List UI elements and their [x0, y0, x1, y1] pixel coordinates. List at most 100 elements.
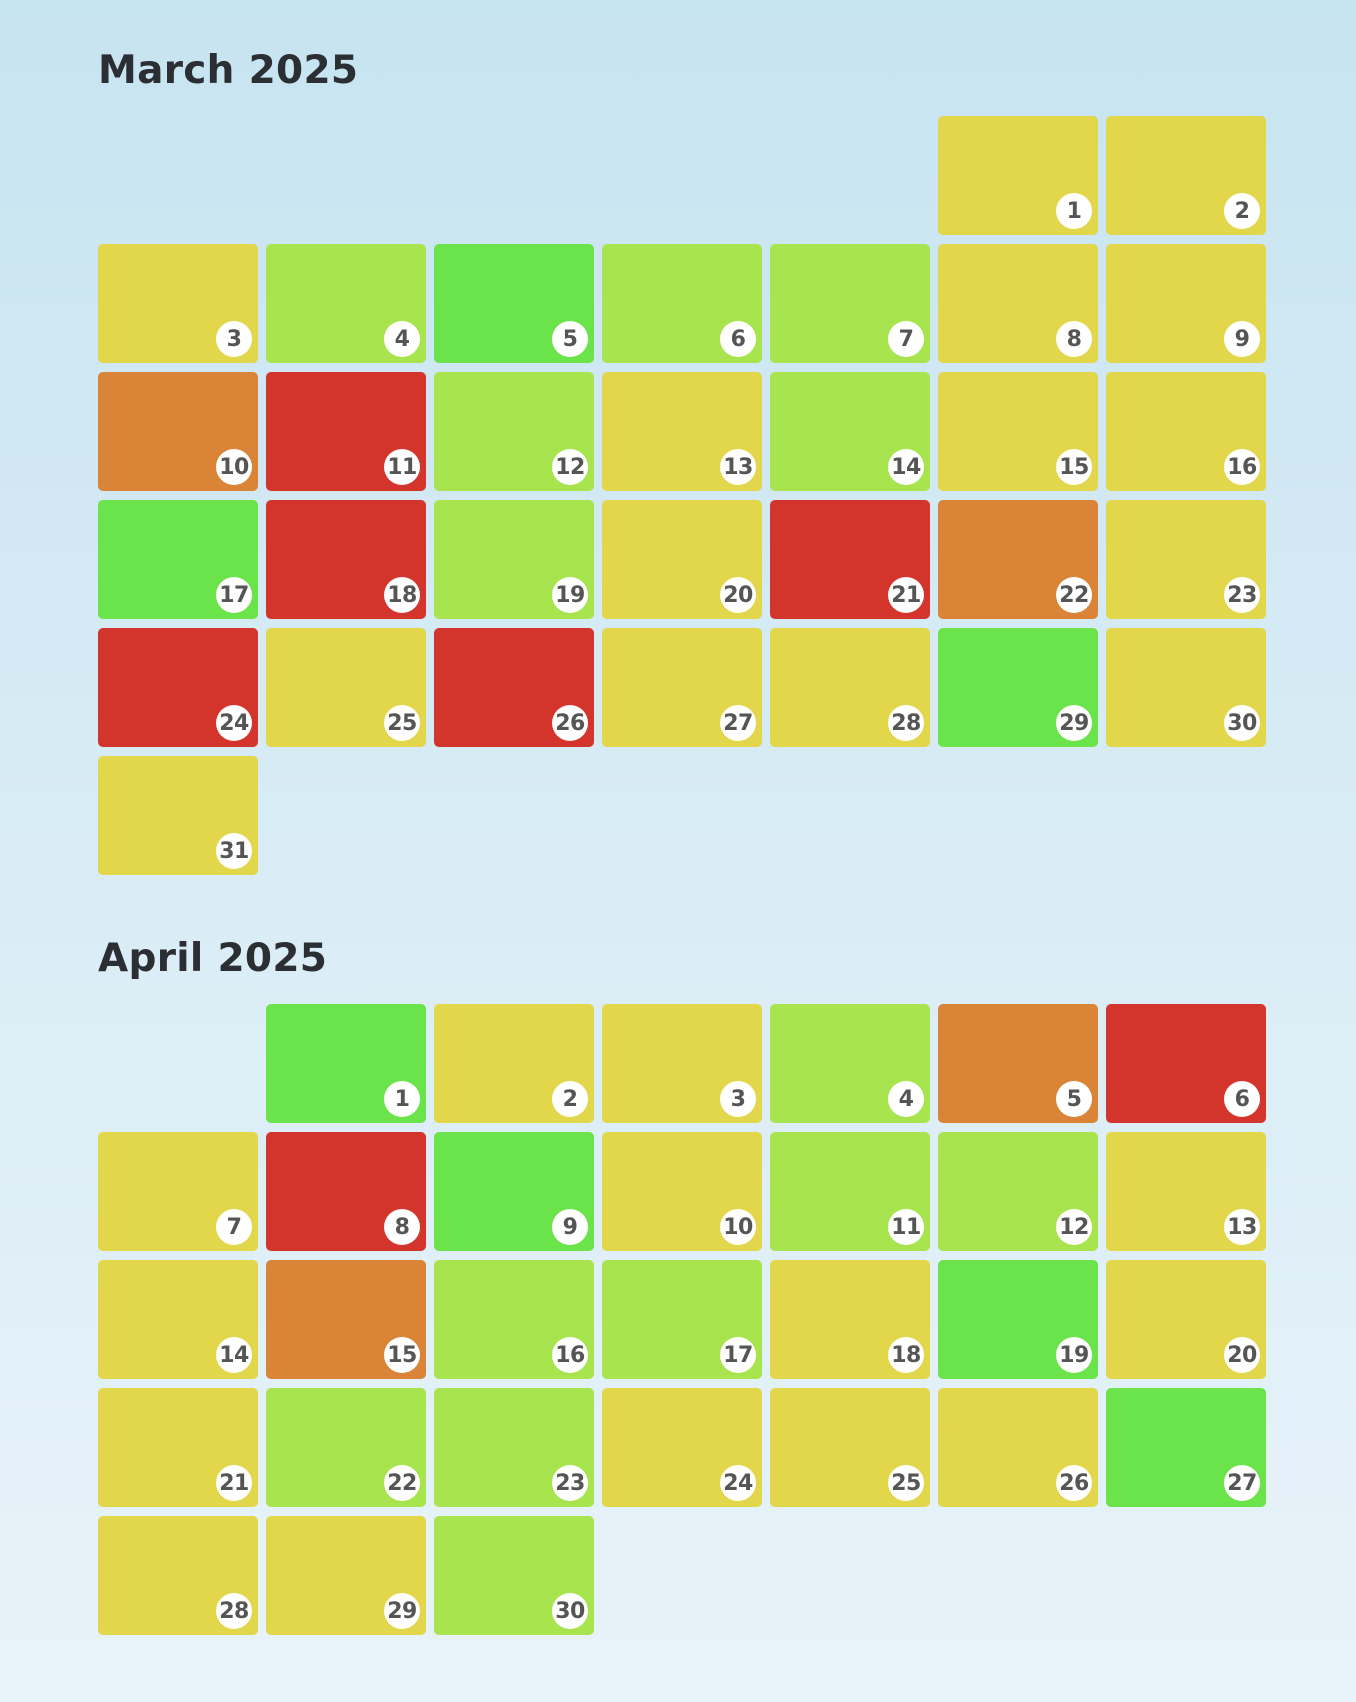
day-cell[interactable]: 12: [938, 1132, 1098, 1251]
calendar-grid-march: 1 2 3 4 5 6 7 8 9 10 11 12 13 14 15 16 17 18 19 20 21 22 23 24 2…: [98, 116, 1266, 875]
day-number-badge: 11: [888, 1209, 924, 1245]
day-number-badge: 2: [552, 1081, 588, 1117]
day-number-badge: 21: [216, 1465, 252, 1501]
day-cell[interactable]: 1: [938, 116, 1098, 235]
day-cell[interactable]: 22: [266, 1388, 426, 1507]
day-number-badge: 27: [720, 705, 756, 741]
day-number-badge: 17: [216, 577, 252, 613]
day-cell[interactable]: 22: [938, 500, 1098, 619]
day-cell[interactable]: 24: [602, 1388, 762, 1507]
day-cell[interactable]: 7: [98, 1132, 258, 1251]
day-number-badge: 13: [1224, 1209, 1260, 1245]
day-cell[interactable]: 4: [770, 1004, 930, 1123]
day-number-badge: 18: [384, 577, 420, 613]
day-cell[interactable]: 13: [602, 372, 762, 491]
day-number-badge: 20: [1224, 1337, 1260, 1373]
day-number-badge: 5: [552, 321, 588, 357]
day-cell[interactable]: 10: [602, 1132, 762, 1251]
day-cell[interactable]: 23: [1106, 500, 1266, 619]
day-cell[interactable]: 2: [1106, 116, 1266, 235]
day-number-badge: 8: [384, 1209, 420, 1245]
day-cell[interactable]: 16: [434, 1260, 594, 1379]
day-cell[interactable]: 27: [602, 628, 762, 747]
day-cell[interactable]: 28: [770, 628, 930, 747]
day-number-badge: 9: [1224, 321, 1260, 357]
day-number-badge: 25: [888, 1465, 924, 1501]
day-cell[interactable]: 28: [98, 1516, 258, 1635]
day-cell[interactable]: 25: [770, 1388, 930, 1507]
day-cell[interactable]: 8: [266, 1132, 426, 1251]
day-number-badge: 21: [888, 577, 924, 613]
day-cell[interactable]: 26: [434, 628, 594, 747]
day-number-badge: 30: [1224, 705, 1260, 741]
day-cell[interactable]: 24: [98, 628, 258, 747]
day-number-badge: 14: [216, 1337, 252, 1373]
day-cell[interactable]: 1: [266, 1004, 426, 1123]
day-cell[interactable]: 30: [1106, 628, 1266, 747]
day-cell[interactable]: 14: [98, 1260, 258, 1379]
day-cell[interactable]: 27: [1106, 1388, 1266, 1507]
day-number-badge: 6: [720, 321, 756, 357]
day-cell[interactable]: 30: [434, 1516, 594, 1635]
day-number-badge: 24: [720, 1465, 756, 1501]
day-cell[interactable]: 4: [266, 244, 426, 363]
day-cell[interactable]: 3: [98, 244, 258, 363]
day-cell[interactable]: 17: [98, 500, 258, 619]
day-number-badge: 23: [552, 1465, 588, 1501]
day-cell[interactable]: 9: [434, 1132, 594, 1251]
day-cell[interactable]: 12: [434, 372, 594, 491]
day-cell[interactable]: 29: [266, 1516, 426, 1635]
day-cell[interactable]: 21: [770, 500, 930, 619]
day-number-badge: 15: [384, 1337, 420, 1373]
day-number-badge: 17: [720, 1337, 756, 1373]
day-cell[interactable]: 14: [770, 372, 930, 491]
day-cell[interactable]: 9: [1106, 244, 1266, 363]
day-cell[interactable]: 23: [434, 1388, 594, 1507]
day-number-badge: 4: [888, 1081, 924, 1117]
day-cell[interactable]: 3: [602, 1004, 762, 1123]
day-cell[interactable]: 5: [938, 1004, 1098, 1123]
day-number-badge: 26: [1056, 1465, 1092, 1501]
day-cell[interactable]: 15: [938, 372, 1098, 491]
day-cell[interactable]: 16: [1106, 372, 1266, 491]
day-number-badge: 28: [888, 705, 924, 741]
day-cell[interactable]: 11: [770, 1132, 930, 1251]
day-cell[interactable]: 6: [1106, 1004, 1266, 1123]
day-cell[interactable]: 17: [602, 1260, 762, 1379]
day-number-badge: 2: [1224, 193, 1260, 229]
day-cell[interactable]: 25: [266, 628, 426, 747]
day-number-badge: 12: [1056, 1209, 1092, 1245]
day-cell[interactable]: 13: [1106, 1132, 1266, 1251]
day-number-badge: 1: [1056, 193, 1092, 229]
day-cell[interactable]: 5: [434, 244, 594, 363]
day-cell[interactable]: 18: [770, 1260, 930, 1379]
day-cell[interactable]: 20: [602, 500, 762, 619]
day-cell[interactable]: 18: [266, 500, 426, 619]
day-number-badge: 31: [216, 833, 252, 869]
day-cell[interactable]: 19: [434, 500, 594, 619]
day-number-badge: 3: [216, 321, 252, 357]
day-cell[interactable]: 21: [98, 1388, 258, 1507]
day-number-badge: 25: [384, 705, 420, 741]
day-cell[interactable]: 10: [98, 372, 258, 491]
day-number-badge: 22: [1056, 577, 1092, 613]
calendar-grid-april: 1 2 3 4 5 6 7 8 9 10 11 12 13 14 15 16 17 18 19 20 21 22 23 24 2…: [98, 1004, 1266, 1635]
day-cell[interactable]: 11: [266, 372, 426, 491]
day-number-badge: 30: [552, 1593, 588, 1629]
day-cell[interactable]: 31: [98, 756, 258, 875]
day-number-badge: 13: [720, 449, 756, 485]
day-number-badge: 18: [888, 1337, 924, 1373]
day-number-badge: 12: [552, 449, 588, 485]
day-number-badge: 24: [216, 705, 252, 741]
day-cell[interactable]: 29: [938, 628, 1098, 747]
month-title-march: March 2025: [98, 48, 359, 93]
day-cell[interactable]: 19: [938, 1260, 1098, 1379]
day-cell[interactable]: 8: [938, 244, 1098, 363]
day-number-badge: 26: [552, 705, 588, 741]
day-cell[interactable]: 7: [770, 244, 930, 363]
day-cell[interactable]: 6: [602, 244, 762, 363]
day-cell[interactable]: 2: [434, 1004, 594, 1123]
day-cell[interactable]: 15: [266, 1260, 426, 1379]
day-cell[interactable]: 26: [938, 1388, 1098, 1507]
day-cell[interactable]: 20: [1106, 1260, 1266, 1379]
